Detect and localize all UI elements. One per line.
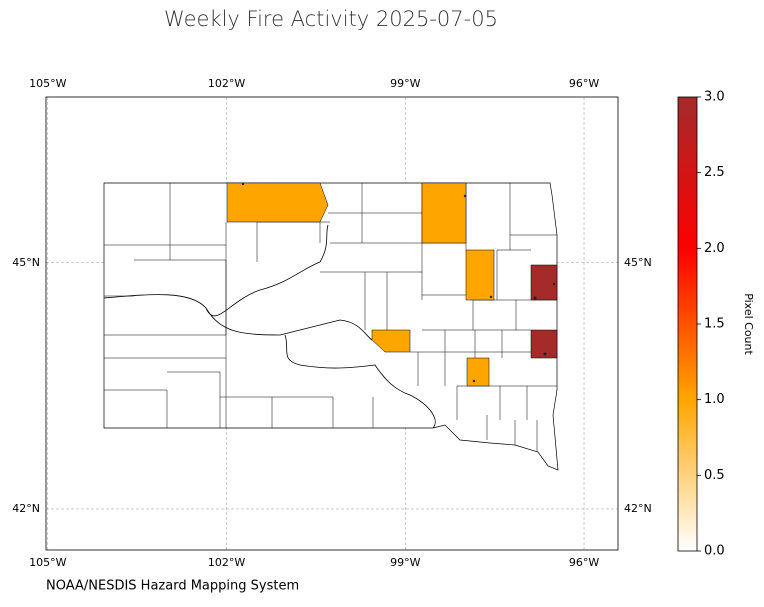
fire-detections: [241, 182, 556, 383]
fire-county: [421, 182, 467, 244]
map-frame: [45, 96, 619, 551]
colorbar-tick-label: 0.0: [704, 544, 725, 559]
x-tick-label: 96°W: [569, 556, 599, 569]
fire-county: [371, 329, 411, 353]
state-map: [103, 182, 559, 471]
x-tick-label: 99°W: [390, 556, 420, 569]
x-tick-label: 99°W: [390, 77, 420, 90]
x-tick-label: 105°W: [29, 556, 66, 569]
state-outline: [103, 182, 559, 471]
fire-county: [226, 182, 329, 223]
fire-county: [466, 357, 490, 387]
y-tick-label: 45°N: [12, 256, 40, 269]
colorbar: [677, 96, 698, 552]
fire-county: [465, 249, 495, 301]
colorbar-tick-label: 1.5: [704, 317, 725, 332]
fire-county: [530, 264, 558, 301]
x-tick-label: 102°W: [208, 556, 245, 569]
x-tick-label: 105°W: [29, 77, 66, 90]
x-tick-label: 102°W: [208, 77, 245, 90]
y-tick-label: 42°N: [624, 502, 652, 515]
colorbar-tick-label: 3.0: [704, 90, 725, 105]
colorbar-label: Pixel Count: [742, 293, 755, 355]
missouri-river: [103, 224, 436, 429]
y-tick-label: 45°N: [624, 256, 652, 269]
y-tick-label: 42°N: [12, 502, 40, 515]
source: NOAA/NESDIS Hazard Mapping System: [46, 579, 299, 594]
title: Weekly Fire Activity 2025-07-05: [164, 7, 498, 31]
fire-county: [530, 329, 558, 359]
colorbar-tick-label: 1.0: [704, 392, 725, 407]
colorbar-tick-label: 2.0: [704, 241, 725, 256]
x-tick-label: 96°W: [569, 77, 599, 90]
colorbar-tick-label: 0.5: [704, 468, 725, 483]
colorbar-tick-label: 2.5: [704, 165, 725, 180]
